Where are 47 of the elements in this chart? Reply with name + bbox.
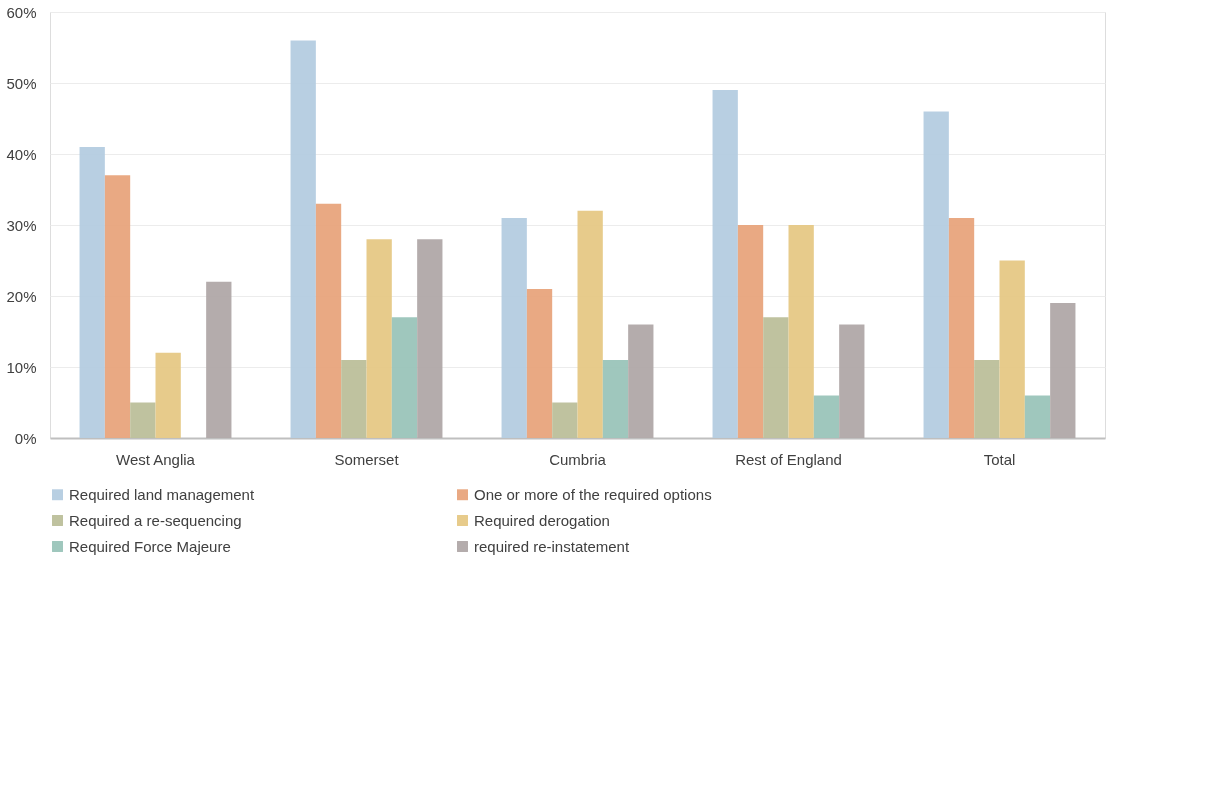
bar <box>104 175 131 438</box>
legend-label: Required Force Majeure <box>69 537 231 555</box>
bar <box>366 239 392 438</box>
bar <box>79 146 105 438</box>
bar <box>1024 395 1051 438</box>
bar <box>290 40 316 438</box>
bar <box>974 359 1000 438</box>
bar <box>526 288 553 438</box>
bar <box>923 111 949 438</box>
y-tick-label: 10% <box>6 358 37 376</box>
bar <box>999 260 1025 438</box>
x-tick-label: Rest of England <box>735 450 842 468</box>
y-tick-label: 0% <box>14 429 37 447</box>
legend-label: Required land management <box>69 485 255 503</box>
legend-label: required re-instatement <box>474 537 630 555</box>
bar <box>737 225 764 438</box>
bar <box>501 217 527 438</box>
bar <box>602 359 629 438</box>
bar <box>712 90 738 438</box>
y-tick-label: 60% <box>6 3 37 21</box>
bar <box>315 203 342 438</box>
x-tick-label: Total <box>983 450 1016 468</box>
legend-label: Required a re-sequencing <box>69 511 242 529</box>
bar <box>1050 303 1076 438</box>
bar <box>130 402 156 438</box>
bar <box>341 359 367 438</box>
y-tick-label: 50% <box>6 74 37 92</box>
y-tick-label: 20% <box>6 287 37 305</box>
bar <box>417 239 443 438</box>
y-tick-label: 40% <box>6 145 37 163</box>
bar <box>839 324 865 438</box>
bar <box>628 324 654 438</box>
x-tick-label: West Anglia <box>116 450 196 468</box>
bar <box>948 217 975 438</box>
legend-label: Required derogation <box>474 511 610 529</box>
x-tick-label: Somerset <box>334 450 400 468</box>
x-tick-label: Cumbria <box>549 450 607 468</box>
bar <box>577 210 603 438</box>
bar <box>155 352 181 438</box>
bar <box>763 317 789 438</box>
bar <box>813 395 840 438</box>
y-tick-label: 30% <box>6 216 37 234</box>
bar <box>391 317 418 438</box>
bar <box>206 281 232 438</box>
bar <box>552 402 578 438</box>
bar <box>788 225 814 438</box>
legend-label: One or more of the required options <box>474 485 712 503</box>
